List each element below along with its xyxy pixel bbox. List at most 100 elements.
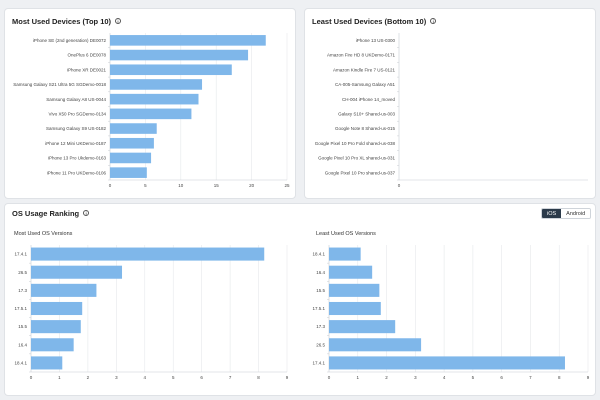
y-tick-label: Galaxy S10+ Shared-us-003 xyxy=(338,111,395,116)
bar[interactable] xyxy=(110,64,232,76)
bar[interactable] xyxy=(329,338,422,352)
y-tick-label: 16.4 xyxy=(316,270,325,275)
y-tick-label: 17.4.1 xyxy=(312,361,325,366)
least-used-devices-card: Least Used Devices (Bottom 10) i xyxy=(304,8,596,199)
y-tick-label: 17.3 xyxy=(18,288,27,293)
x-tick-label: 1 xyxy=(357,375,360,380)
y-tick-label: 18.4.1 xyxy=(14,361,27,366)
y-tick-label: CH-004 iPhone 14_moved xyxy=(342,97,396,102)
x-tick-label: 15 xyxy=(214,183,220,188)
x-tick-label: 5 xyxy=(472,375,475,380)
bar[interactable] xyxy=(110,35,266,46)
x-tick-label: 6 xyxy=(500,375,503,380)
y-tick-label: 17.5.1 xyxy=(14,306,27,311)
bar[interactable] xyxy=(110,79,203,90)
y-tick-label: iPhone 13 US-0300 xyxy=(356,38,396,43)
y-tick-label: Samsung Galaxy S9 US-0182 xyxy=(46,126,107,131)
y-tick-label: 15.5 xyxy=(316,288,325,293)
x-tick-label: 10 xyxy=(178,183,184,188)
y-tick-label: iPhone 12 Mini UKDemo-0187 xyxy=(45,141,106,146)
x-tick-label: 7 xyxy=(229,375,232,380)
x-tick-label: 5 xyxy=(172,375,175,380)
x-tick-label: 3 xyxy=(414,375,417,380)
bar[interactable] xyxy=(110,137,154,149)
x-tick-label: 0 xyxy=(30,375,33,380)
bar[interactable] xyxy=(31,247,265,261)
y-tick-label: 16.4 xyxy=(18,342,27,347)
info-icon[interactable]: i xyxy=(430,18,437,24)
x-tick-label: 3 xyxy=(115,375,118,380)
y-tick-label: Google Pixel 10 Pro Fold shared-us-038 xyxy=(315,141,396,146)
bar[interactable] xyxy=(31,283,97,297)
x-tick-label: 20 xyxy=(249,183,255,188)
x-tick-label: 4 xyxy=(144,375,147,380)
bar[interactable] xyxy=(329,283,380,297)
y-tick-label: Amazon Kindle Fire 7 US-0121 xyxy=(333,67,396,72)
info-icon[interactable]: i xyxy=(83,210,90,216)
bar[interactable] xyxy=(329,320,396,334)
most-used-devices-title: Most Used Devices (Top 10) i xyxy=(12,17,122,26)
bar[interactable] xyxy=(31,320,81,334)
x-tick-label: 9 xyxy=(587,375,590,380)
bar[interactable] xyxy=(110,93,199,105)
x-tick-label: 0 xyxy=(109,183,112,188)
least-used-os-versions-label: Least Used OS Versions xyxy=(316,231,376,237)
x-tick-label: 8 xyxy=(558,375,561,380)
y-tick-label: Google Pixel 10 Pro shared-us-037 xyxy=(325,170,396,175)
bar[interactable] xyxy=(329,301,381,316)
most-used-devices-title-text: Most Used Devices (Top 10) xyxy=(12,17,112,26)
least-used-devices-title-text: Least Used Devices (Bottom 10) xyxy=(312,17,427,26)
bar[interactable] xyxy=(110,167,147,178)
y-tick-label: iPhone 11 Pro UKDemo-0106 xyxy=(47,170,107,175)
x-tick-label: 7 xyxy=(529,375,532,380)
most-used-os-versions-label: Most Used OS Versions xyxy=(14,231,73,237)
y-tick-label: Vivo X50 Pro SGDemo-0134 xyxy=(49,111,107,116)
bar[interactable] xyxy=(110,123,157,134)
bar[interactable] xyxy=(110,152,152,164)
y-tick-label: 15.5 xyxy=(18,324,27,329)
bar[interactable] xyxy=(329,265,373,279)
os-usage-ranking-title: OS Usage Ranking i xyxy=(12,209,90,218)
ios-toggle-button[interactable]: iOS xyxy=(542,209,562,218)
y-tick-label: Google Pixel 10 Pro XL shared-us-031 xyxy=(318,156,395,161)
y-tick-label: 17.5.1 xyxy=(312,306,325,311)
os-usage-ranking-title-text: OS Usage Ranking xyxy=(12,209,80,218)
bar[interactable] xyxy=(31,338,74,352)
y-tick-label: iPhone XR DE0021 xyxy=(67,67,107,72)
y-tick-label: Samsung Galaxy A8 US-0044 xyxy=(46,97,106,102)
y-tick-label: iPhone 13 Pro Ukdemo-0163 xyxy=(48,156,107,161)
x-tick-label: 1 xyxy=(58,375,61,380)
y-tick-label: OnePlus 6 DE0078 xyxy=(67,53,106,58)
x-tick-label: 2 xyxy=(385,375,388,380)
bar[interactable] xyxy=(31,356,63,370)
os-platform-toggle: iOS Android xyxy=(541,208,592,219)
y-tick-label: 17.3 xyxy=(316,324,325,329)
y-tick-label: 26.5 xyxy=(316,342,325,347)
bar[interactable] xyxy=(31,301,83,316)
x-tick-label: 4 xyxy=(443,375,446,380)
bar[interactable] xyxy=(329,247,361,261)
x-tick-label: 9 xyxy=(286,375,289,380)
y-tick-label: 17.4.1 xyxy=(14,252,27,257)
bar[interactable] xyxy=(329,356,565,370)
bar[interactable] xyxy=(110,49,249,61)
bar[interactable] xyxy=(110,108,192,120)
x-tick-label: 6 xyxy=(200,375,203,380)
info-icon[interactable]: i xyxy=(115,18,122,24)
x-tick-label: 0 xyxy=(398,183,401,188)
x-tick-label: 5 xyxy=(144,183,147,188)
y-tick-label: CA-005-Samsung Galaxy A51 xyxy=(335,82,396,87)
y-tick-label: 18.4.1 xyxy=(312,252,325,257)
android-toggle-button[interactable]: Android xyxy=(561,209,591,218)
x-tick-label: 0 xyxy=(328,375,331,380)
least-used-devices-title: Least Used Devices (Bottom 10) i xyxy=(312,17,437,26)
bar[interactable] xyxy=(31,265,123,279)
x-tick-label: 25 xyxy=(284,183,290,188)
y-tick-label: 26.5 xyxy=(18,270,27,275)
y-tick-label: Samsung Galaxy S21 Ultra 5G SGDemo-0018 xyxy=(13,82,106,87)
y-tick-label: Amazon Fire HD 8 UKDemo-0171 xyxy=(327,53,396,58)
